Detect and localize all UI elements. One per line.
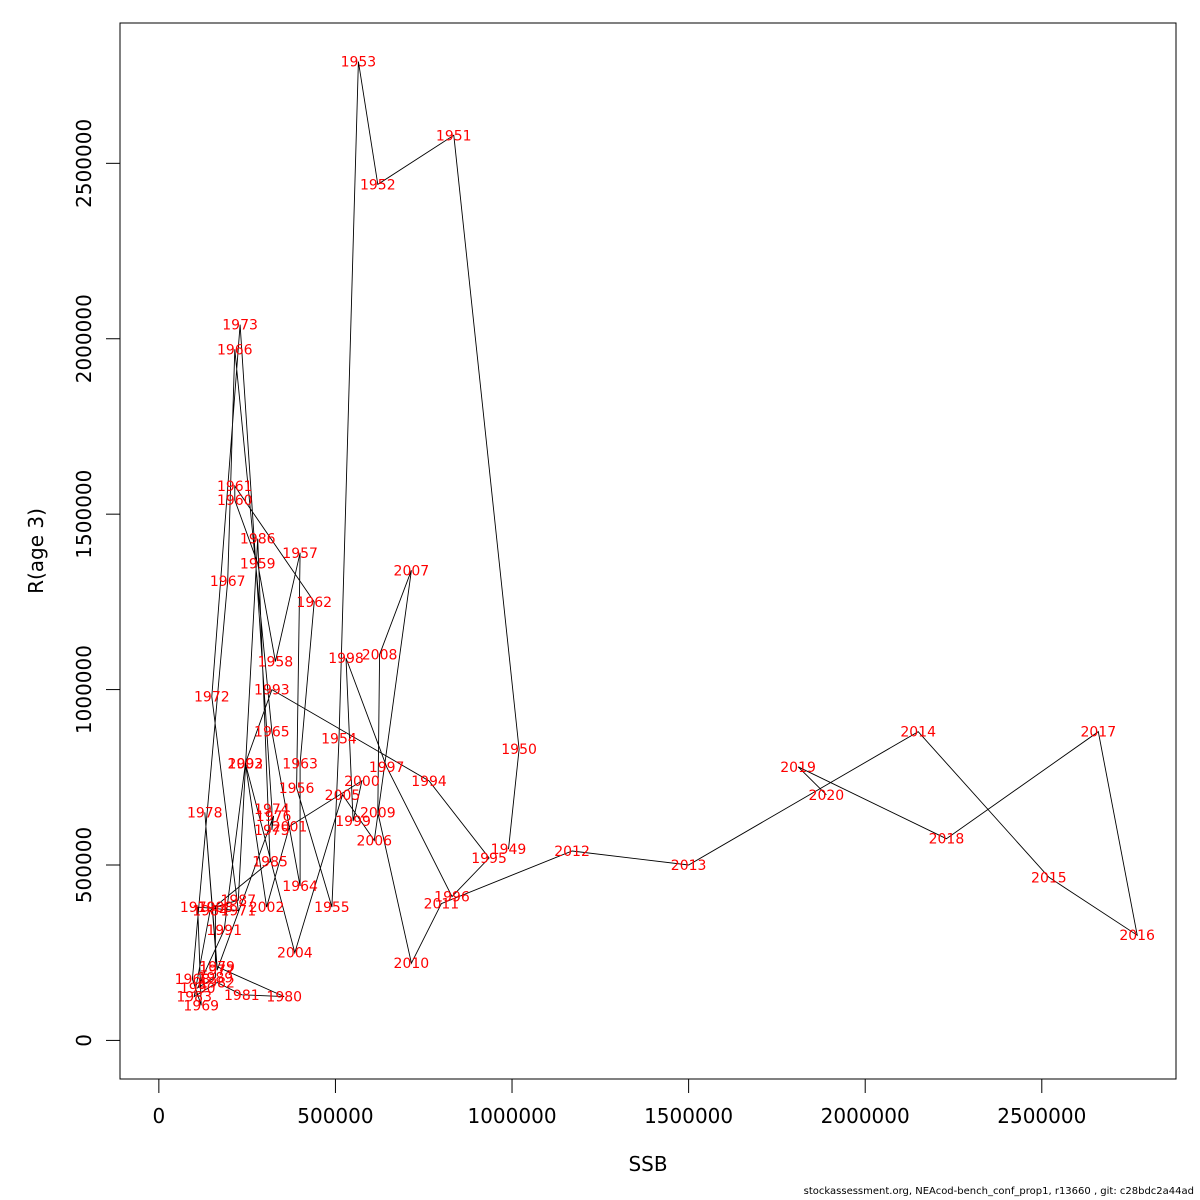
- x-tick-label: 500000: [297, 1104, 373, 1128]
- year-label-1961: 1961: [217, 479, 253, 495]
- year-label-1957: 1957: [282, 546, 318, 562]
- year-label-2013: 2013: [671, 858, 707, 874]
- y-tick-label: 2500000: [72, 119, 96, 208]
- x-tick-label: 0: [152, 1104, 165, 1128]
- year-label-2002: 2002: [249, 900, 285, 916]
- year-label-1990: 1990: [180, 981, 216, 997]
- year-label-1974: 1974: [254, 802, 290, 818]
- year-label-1966: 1966: [217, 342, 253, 358]
- year-label-1989: 1989: [198, 970, 234, 986]
- year-label-1973: 1973: [222, 318, 258, 334]
- year-label-2004: 2004: [277, 946, 313, 962]
- year-label-1995: 1995: [471, 851, 507, 867]
- year-label-1972: 1972: [194, 690, 230, 706]
- y-axis-title: R(age 3): [24, 508, 48, 594]
- year-label-2007: 2007: [394, 563, 430, 579]
- year-label-1993: 1993: [254, 683, 290, 699]
- year-label-1999: 1999: [335, 814, 371, 830]
- year-label-1953: 1953: [341, 55, 377, 71]
- year-label-1975: 1975: [254, 823, 290, 839]
- year-label-1997: 1997: [369, 760, 405, 776]
- x-tick-label: 2500000: [997, 1104, 1086, 1128]
- y-axis: 0 500000 1000000 1500000 2000000 2500000: [72, 119, 121, 1047]
- year-label-1980: 1980: [266, 990, 302, 1006]
- year-label-2012: 2012: [554, 844, 590, 860]
- year-label-2006: 2006: [356, 833, 392, 849]
- y-tick-label: 1000000: [72, 645, 96, 734]
- year-label-1984: 1984: [192, 904, 228, 920]
- x-axis-title: SSB: [628, 1152, 667, 1176]
- year-label-2011: 2011: [424, 897, 460, 913]
- year-label-2001: 2001: [272, 819, 308, 835]
- year-label-1969: 1969: [183, 998, 219, 1014]
- year-label-1954: 1954: [321, 732, 357, 748]
- year-label-1981: 1981: [224, 988, 260, 1004]
- year-label-1987: 1987: [220, 893, 256, 909]
- x-axis: 0 500000 1000000 1500000 2000000 2500000: [152, 1078, 1086, 1128]
- x-tick-label: 1500000: [644, 1104, 733, 1128]
- plot-frame: [119, 22, 1177, 1080]
- year-label-1950: 1950: [501, 742, 537, 758]
- year-label-1986: 1986: [240, 532, 276, 548]
- year-label-2018: 2018: [929, 832, 965, 848]
- year-label-2015: 2015: [1031, 870, 1067, 886]
- year-label-1958: 1958: [258, 655, 294, 671]
- year-label-1985: 1985: [252, 854, 288, 870]
- year-label-1967: 1967: [210, 574, 246, 590]
- y-tick-label: 0: [72, 1034, 96, 1047]
- year-label-2003: 2003: [228, 756, 264, 772]
- year-label-2009: 2009: [360, 805, 396, 821]
- year-label-2008: 2008: [362, 647, 398, 663]
- year-label-2005: 2005: [325, 788, 361, 804]
- year-label-1955: 1955: [314, 900, 350, 916]
- year-label-1962: 1962: [296, 595, 332, 611]
- year-label-1971: 1971: [220, 904, 256, 920]
- year-label-1965: 1965: [254, 725, 290, 741]
- year-label-1982: 1982: [199, 976, 235, 992]
- year-label-1983: 1983: [176, 990, 212, 1006]
- year-label-1949: 1949: [491, 842, 527, 858]
- year-label-1992: 1992: [228, 756, 264, 772]
- y-tick-label: 1500000: [72, 470, 96, 559]
- year-label-2019: 2019: [780, 760, 816, 776]
- x-tick-label: 1000000: [467, 1104, 556, 1128]
- year-label-1996: 1996: [434, 890, 470, 906]
- year-label-1978: 1978: [187, 805, 223, 821]
- year-label-1977: 1977: [199, 963, 235, 979]
- year-label-2020: 2020: [809, 788, 845, 804]
- year-label-2010: 2010: [394, 956, 430, 972]
- year-label-1991: 1991: [206, 923, 242, 939]
- year-label-1964: 1964: [282, 879, 318, 895]
- x-tick-label: 2000000: [821, 1104, 910, 1128]
- year-label-1998: 1998: [328, 651, 364, 667]
- year-label-1959: 1959: [240, 556, 276, 572]
- year-label-2000: 2000: [344, 774, 380, 790]
- year-label-1968: 1968: [175, 972, 211, 988]
- year-label-1976: 1976: [256, 809, 292, 825]
- year-label-2017: 2017: [1080, 725, 1116, 741]
- trajectory-line: [191, 61, 1138, 1006]
- trajectory-line-group: [191, 61, 1138, 1006]
- year-label-1963: 1963: [282, 756, 318, 772]
- year-label-1952: 1952: [360, 177, 396, 193]
- year-label-2014: 2014: [900, 725, 936, 741]
- footer-credit: stockassessment.org, NEAcod-bench_conf_p…: [803, 1186, 1194, 1197]
- year-label-1970: 1970: [180, 900, 216, 916]
- y-tick-label: 500000: [72, 827, 96, 903]
- year-label-1960: 1960: [217, 493, 253, 509]
- year-label-2016: 2016: [1119, 928, 1155, 944]
- year-label-1951: 1951: [436, 128, 472, 144]
- year-labels-group: 1949 1950 1951 1952 1953 1954 1955 1956 1957 1958…: [175, 55, 1155, 1015]
- year-label-1994: 1994: [411, 774, 447, 790]
- year-label-1988: 1988: [198, 900, 234, 916]
- y-tick-label: 2000000: [72, 294, 96, 383]
- year-label-1956: 1956: [279, 781, 315, 797]
- year-label-1979: 1979: [199, 960, 235, 976]
